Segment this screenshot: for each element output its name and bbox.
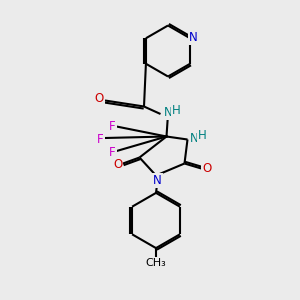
Text: H: H: [172, 104, 181, 117]
Text: H: H: [198, 129, 207, 142]
Text: CH₃: CH₃: [146, 257, 167, 268]
Text: N: N: [153, 174, 162, 188]
Text: N: N: [190, 131, 199, 145]
Text: F: F: [109, 120, 116, 133]
Text: F: F: [97, 133, 104, 146]
Text: O: O: [113, 158, 122, 171]
Text: N: N: [164, 106, 172, 119]
Text: F: F: [109, 146, 116, 159]
Text: N: N: [189, 31, 198, 44]
Text: O: O: [202, 162, 211, 175]
Text: O: O: [94, 92, 103, 106]
